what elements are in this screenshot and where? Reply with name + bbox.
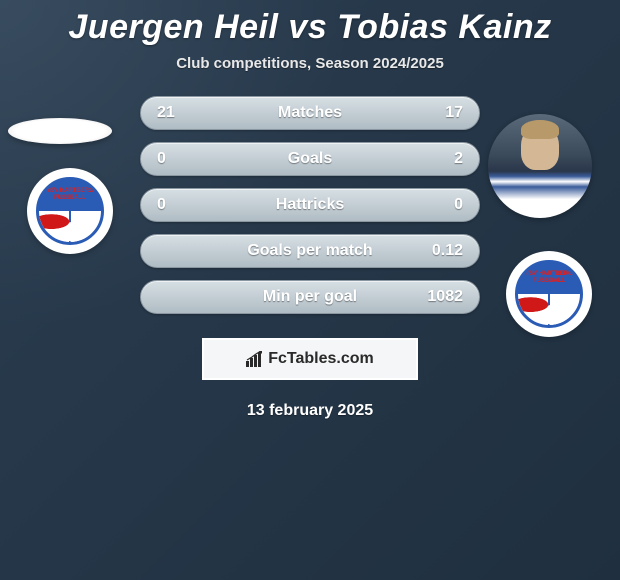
stat-label: Goals	[288, 150, 332, 168]
subtitle: Club competitions, Season 2024/2025	[0, 55, 620, 72]
stat-right-value: 0.12	[407, 242, 463, 260]
stat-right-value: 1082	[407, 288, 463, 306]
stat-row: 0 Hattricks 0	[140, 188, 480, 222]
bar-chart-arrow-icon	[246, 351, 264, 367]
stat-row: Min per goal 1082	[140, 280, 480, 314]
player-right-avatar	[488, 114, 592, 218]
comparison-card: Juergen Heil vs Tobias Kainz Club compet…	[0, 0, 620, 420]
club-text-line1: TSV HARTBERG	[518, 271, 580, 278]
stat-label: Min per goal	[263, 288, 357, 306]
stat-label: Hattricks	[276, 196, 344, 214]
player-left-avatar	[8, 118, 112, 144]
stat-label: Goals per match	[247, 242, 372, 260]
club-logo-icon: TSV HARTBERG FUSSBALL	[36, 177, 104, 245]
stat-row: 21 Matches 17	[140, 96, 480, 130]
branding-text: FcTables.com	[268, 350, 374, 368]
stat-left-value: 21	[157, 104, 213, 122]
player-right-club-badge: TSV HARTBERG FUSSBALL	[506, 251, 592, 337]
club-text-line1: TSV HARTBERG	[39, 188, 101, 195]
club-logo-icon: TSV HARTBERG FUSSBALL	[515, 260, 583, 328]
player-left-club-badge: TSV HARTBERG FUSSBALL	[27, 168, 113, 254]
club-text-line2: FUSSBALL	[39, 195, 101, 202]
stat-left-value: 0	[157, 196, 213, 214]
stat-row: Goals per match 0.12	[140, 234, 480, 268]
comparison-date: 13 february 2025	[0, 402, 620, 420]
page-title: Juergen Heil vs Tobias Kainz	[0, 8, 620, 47]
content-area: TSV HARTBERG FUSSBALL TSV HARTBERG FUSSB…	[0, 96, 620, 420]
stat-right-value: 0	[407, 196, 463, 214]
stat-right-value: 17	[407, 104, 463, 122]
stat-left-value: 0	[157, 150, 213, 168]
club-text-line2: FUSSBALL	[518, 278, 580, 285]
stat-label: Matches	[278, 104, 342, 122]
stat-right-value: 2	[407, 150, 463, 168]
stats-bars: 21 Matches 17 0 Goals 2 0 Hattricks 0 Go…	[140, 96, 480, 314]
branding-box[interactable]: FcTables.com	[202, 338, 418, 380]
stat-row: 0 Goals 2	[140, 142, 480, 176]
